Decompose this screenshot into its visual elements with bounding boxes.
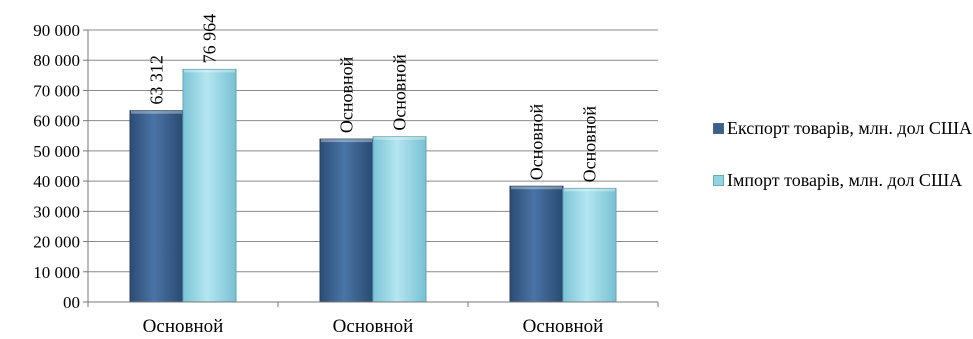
y-tick-label: 80 000: [33, 51, 80, 70]
bar-export-highlight: [131, 110, 182, 114]
data-label-import: Основной: [580, 106, 600, 183]
legend-swatch-export: [713, 123, 724, 134]
bar-export-highlight: [511, 186, 562, 190]
x-category-label: Основной: [143, 316, 224, 337]
y-tick-label: 00: [63, 293, 80, 312]
y-tick-label: 90 000: [33, 21, 80, 40]
bar-import: [562, 187, 617, 303]
data-labels: 63 312 76 964 Основной Основной Основной Осно…: [147, 14, 600, 182]
y-tick-label: 20 000: [33, 233, 80, 252]
data-label-export: Основной: [527, 103, 547, 180]
data-label-export: Основной: [337, 56, 357, 133]
bar-import: [182, 68, 237, 303]
bar-import-highlight: [564, 188, 615, 192]
legend-label-import: Імпорт товарів, млн. дол США: [727, 170, 963, 190]
y-tick-label: 40 000: [33, 172, 80, 191]
bar-export: [129, 110, 184, 303]
legend-item-import: Імпорт товарів, млн. дол США: [713, 167, 973, 193]
x-axis: Основной Основной Основной: [87, 301, 659, 337]
bar-import-highlight: [374, 136, 425, 140]
data-label-export: 63 312: [147, 55, 167, 105]
bar-import: [372, 136, 427, 303]
x-category-label: Основной: [523, 316, 604, 337]
x-category-label: Основной: [333, 316, 414, 337]
y-axis: 00 10 000 20 000 30 000 40 000 50 000 60 000 70…: [33, 21, 89, 312]
legend-label-export: Експорт товарів, млн. дол США: [727, 118, 972, 138]
legend-item-export: Експорт товарів, млн. дол США: [713, 115, 973, 141]
y-tick-label: 70 000: [33, 81, 80, 100]
bar-import-highlight: [184, 69, 235, 73]
y-tick-label: 30 000: [33, 202, 80, 221]
y-tick-label: 10 000: [33, 263, 80, 282]
data-label-import: 76 964: [200, 14, 220, 64]
y-tick-label: 50 000: [33, 142, 80, 161]
bars: [129, 68, 617, 303]
bar-export: [509, 185, 564, 303]
y-tick-label: 60 000: [33, 112, 80, 131]
legend-swatch-import: [713, 175, 724, 186]
bar-export: [319, 138, 374, 303]
data-label-import: Основной: [390, 54, 410, 131]
bar-export-highlight: [321, 139, 372, 143]
legend: Експорт товарів, млн. дол США Імпорт тов…: [713, 115, 973, 219]
